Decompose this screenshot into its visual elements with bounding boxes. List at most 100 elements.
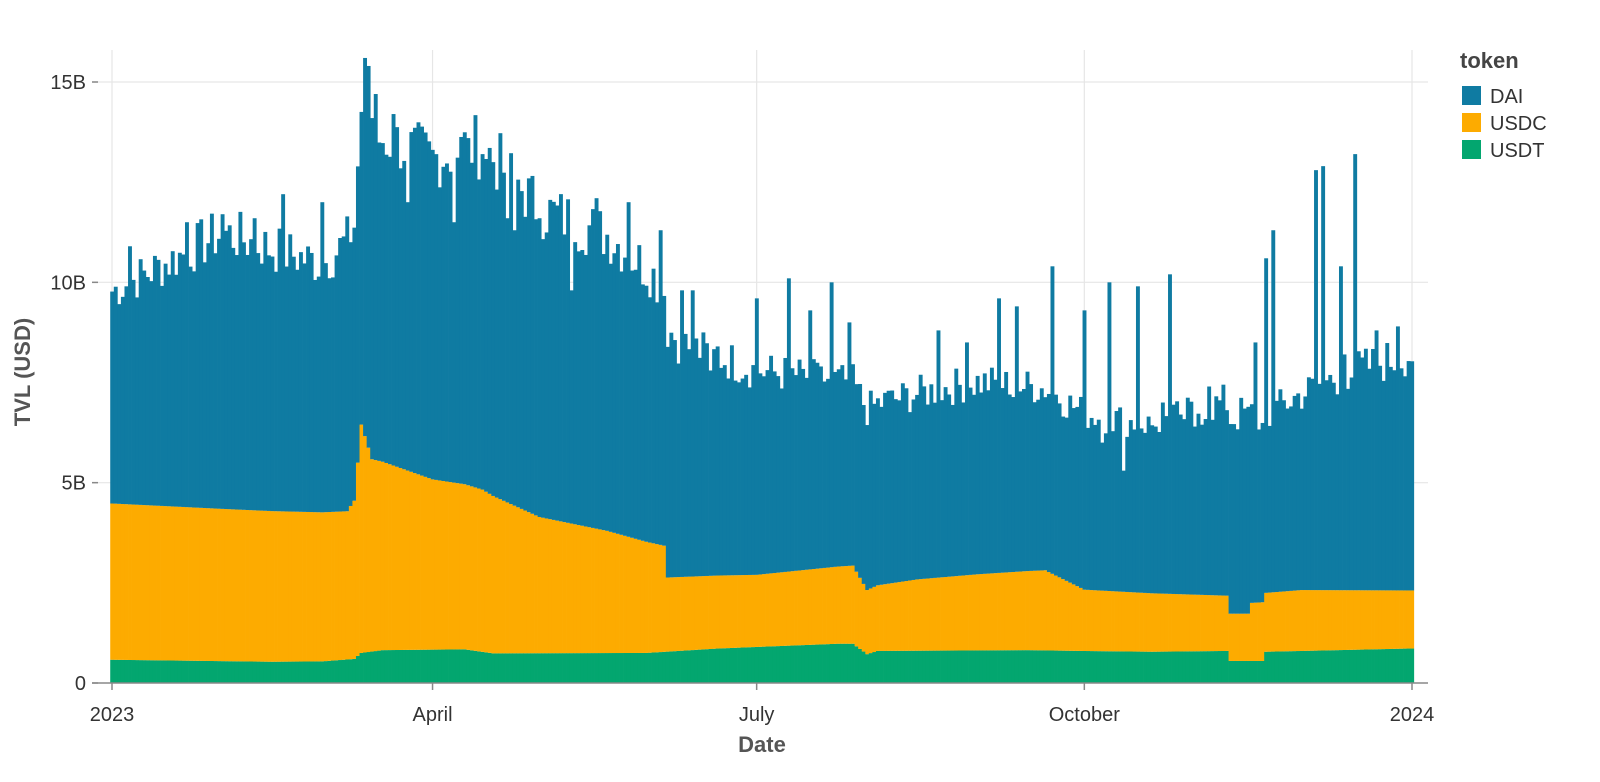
bar-dai — [530, 175, 535, 514]
bar-dai — [177, 252, 182, 507]
bar-dai — [516, 179, 521, 508]
bar-dai — [648, 297, 652, 543]
bar-dai — [412, 127, 417, 474]
bar-usdc — [526, 512, 531, 654]
bar-usdt — [1054, 650, 1058, 683]
x-tick-label: October — [1049, 704, 1120, 726]
bar-usdt — [1100, 651, 1105, 683]
bar-dai — [195, 223, 200, 508]
bar-dai — [601, 254, 606, 531]
bar-dai — [1057, 403, 1062, 578]
bar-usdc — [1210, 595, 1215, 652]
bar-usdc — [420, 475, 424, 650]
bar-dai — [783, 357, 788, 572]
bar-usdc — [1306, 590, 1311, 651]
bar-usdc — [423, 476, 428, 650]
bar-dai — [883, 392, 888, 585]
bar-usdt — [922, 650, 927, 683]
bar-dai — [872, 403, 877, 587]
bar-usdc — [487, 493, 492, 653]
bar-usdc — [534, 515, 538, 654]
bar-dai — [352, 227, 357, 501]
bar-usdc — [1111, 591, 1115, 652]
bar-dai — [298, 252, 303, 512]
bar-dai — [1025, 371, 1030, 572]
bar-usdt — [551, 653, 556, 683]
bar-usdc — [1029, 570, 1034, 651]
bar-usdc — [1346, 590, 1351, 650]
bar-usdc — [1310, 590, 1315, 651]
bar-usdc — [1032, 570, 1037, 651]
bar-dai — [434, 154, 439, 480]
bar-usdc — [858, 577, 863, 649]
bar-dai — [1039, 388, 1044, 571]
bar-usdt — [174, 660, 179, 683]
bar-usdt — [1335, 650, 1340, 683]
bar-usdt — [1271, 651, 1276, 683]
bar-dai — [120, 296, 125, 505]
bar-usdt — [950, 650, 955, 683]
bar-usdc — [665, 577, 670, 652]
bar-usdc — [975, 574, 980, 651]
bar-usdt — [637, 652, 642, 683]
bar-usdc — [769, 573, 774, 647]
bar-usdc — [1392, 590, 1397, 649]
bar-usdc — [466, 485, 471, 650]
bar-dai — [1203, 419, 1208, 595]
bar-usdt — [220, 661, 225, 683]
y-tick-label: 0 — [75, 673, 86, 695]
bar-usdt — [1014, 650, 1019, 683]
bar-usdc — [1036, 570, 1041, 651]
bar-usdc — [776, 572, 781, 647]
bar-dai — [484, 158, 489, 492]
bar-usdt — [1228, 660, 1233, 683]
bar-usdc — [687, 576, 692, 651]
bar-usdc — [1381, 590, 1386, 650]
bar-usdt — [779, 645, 784, 683]
bar-usdt — [1214, 651, 1219, 683]
bar-usdc — [1139, 592, 1144, 652]
bar-dai — [142, 270, 147, 506]
bar-dai — [231, 247, 236, 510]
bar-usdc — [883, 584, 888, 651]
bar-usdt — [1007, 650, 1012, 683]
bar-usdt — [954, 650, 959, 683]
bar-usdc — [320, 512, 325, 662]
bar-usdc — [167, 506, 172, 661]
bar-usdc — [1175, 594, 1180, 652]
bar-usdc — [334, 511, 339, 661]
bar-usdt — [1043, 650, 1048, 683]
bar-usdt — [1342, 649, 1347, 683]
bar-usdc — [558, 521, 563, 654]
bar-dai — [786, 278, 791, 572]
bar-usdc — [366, 447, 371, 653]
bar-usdt — [430, 649, 435, 683]
bar-usdc — [940, 577, 944, 651]
bar-usdt — [822, 644, 827, 683]
bar-usdc — [288, 511, 293, 662]
bar-usdc — [505, 502, 510, 654]
bar-usdc — [1089, 590, 1094, 652]
bar-usdt — [975, 650, 980, 683]
bar-dai — [1246, 406, 1251, 614]
bar-usdt — [762, 646, 766, 683]
bar-dai — [1175, 401, 1180, 595]
bar-usdt — [341, 659, 346, 683]
bar-dai — [936, 330, 941, 578]
bar-usdt — [1331, 650, 1336, 683]
bar-dai — [1086, 427, 1091, 590]
bar-usdt — [786, 645, 791, 683]
bar-usdt — [640, 652, 645, 683]
bar-dai — [989, 367, 994, 574]
bar-usdt — [1118, 651, 1123, 683]
bar-dai — [380, 143, 385, 462]
bar-usdt — [680, 650, 684, 683]
bar-usdc — [790, 571, 795, 646]
bar-usdt — [1356, 649, 1361, 683]
bar-usdc — [947, 576, 952, 651]
bar-usdc — [794, 570, 798, 646]
bar-usdt — [1157, 651, 1162, 683]
bar-usdt — [355, 655, 360, 683]
bar-usdt — [512, 653, 517, 683]
bar-usdc — [562, 522, 567, 654]
